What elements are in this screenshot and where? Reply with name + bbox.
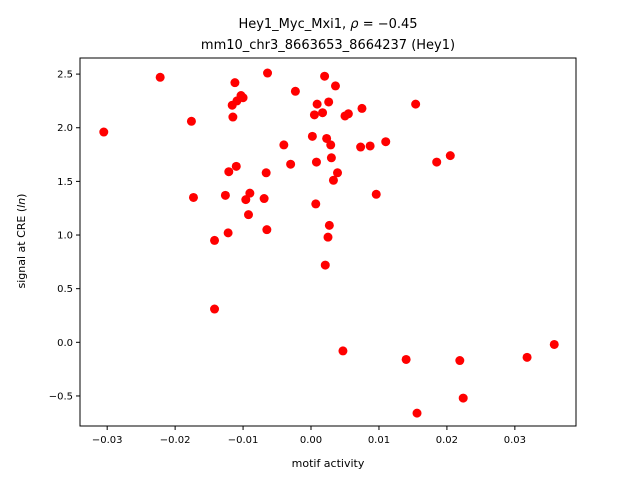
y-tick-label-4: 1.5 xyxy=(57,177,73,188)
data-point-57 xyxy=(458,393,468,403)
y-tick-label-1: 0.0 xyxy=(57,338,73,349)
data-point-21 xyxy=(262,225,272,235)
data-point-26 xyxy=(307,131,317,141)
data-point-30 xyxy=(312,99,322,109)
data-point-43 xyxy=(338,346,348,356)
data-point-54 xyxy=(432,157,442,167)
data-point-27 xyxy=(309,110,319,120)
data-point-55 xyxy=(445,151,455,161)
data-point-53 xyxy=(412,408,422,418)
data-point-3 xyxy=(188,192,198,202)
data-point-36 xyxy=(324,97,334,107)
data-point-1 xyxy=(155,72,165,82)
data-point-10 xyxy=(228,112,238,122)
y-axis-label: signal at CRE (ln) xyxy=(15,194,28,289)
data-point-6 xyxy=(220,190,230,200)
data-point-52 xyxy=(411,99,421,109)
x-tick-label-3: 0.00 xyxy=(300,435,322,446)
x-tick-label-0: −0.03 xyxy=(92,435,123,446)
data-point-39 xyxy=(326,153,336,163)
x-tick-label-2: −0.01 xyxy=(228,435,259,446)
data-point-56 xyxy=(455,356,465,366)
ylabel-suffix: ) xyxy=(15,194,28,198)
data-point-20 xyxy=(261,168,271,178)
title-rho: ρ xyxy=(350,17,359,32)
data-point-29 xyxy=(311,157,321,167)
data-point-51 xyxy=(401,354,411,364)
y-tick-label-0: −0.5 xyxy=(49,391,73,402)
data-point-46 xyxy=(356,142,366,152)
data-points xyxy=(99,68,559,418)
data-point-8 xyxy=(224,167,234,177)
data-point-38 xyxy=(326,140,336,150)
title-suffix: = −0.45 xyxy=(359,17,418,32)
ylabel-italic: ln xyxy=(15,198,28,208)
data-point-15 xyxy=(238,93,248,103)
x-tick-label-6: 0.03 xyxy=(504,435,526,446)
data-point-25 xyxy=(290,86,300,96)
x-axis-ticks: −0.03 −0.02 −0.01 0.00 0.01 0.02 0.03 xyxy=(92,426,526,446)
data-point-0 xyxy=(99,127,109,137)
x-tick-label-1: −0.02 xyxy=(160,435,191,446)
data-point-32 xyxy=(320,71,330,81)
y-tick-label-6: 2.5 xyxy=(57,70,73,81)
data-point-33 xyxy=(320,260,330,270)
chart-title-line1: Hey1_Myc_Mxi1, ρ = −0.45 xyxy=(238,17,417,32)
x-tick-label-4: 0.01 xyxy=(368,435,390,446)
y-axis-ticks: −0.5 0.0 0.5 1.0 1.5 2.0 2.5 xyxy=(49,70,80,402)
data-point-11 xyxy=(230,78,240,88)
data-point-50 xyxy=(381,137,391,147)
data-point-41 xyxy=(330,81,340,91)
data-point-58 xyxy=(522,352,532,362)
data-point-47 xyxy=(357,103,367,113)
data-point-5 xyxy=(210,304,220,314)
data-point-48 xyxy=(365,141,375,151)
y-tick-label-2: 0.5 xyxy=(57,284,73,295)
data-point-59 xyxy=(549,339,559,349)
x-tick-label-5: 0.02 xyxy=(436,435,458,446)
data-point-35 xyxy=(323,232,333,242)
data-point-40 xyxy=(328,175,338,185)
data-point-4 xyxy=(210,235,220,245)
data-point-37 xyxy=(324,220,334,230)
chart-title-line2: mm10_chr3_8663653_8664237 (Hey1) xyxy=(201,38,455,53)
plot-area xyxy=(80,58,576,426)
data-point-23 xyxy=(279,140,289,150)
data-point-31 xyxy=(318,108,328,118)
axes-background xyxy=(80,58,576,426)
x-axis-label: motif activity xyxy=(292,457,365,470)
data-point-28 xyxy=(311,199,321,209)
ylabel-prefix: signal at CRE ( xyxy=(15,208,28,289)
data-point-16 xyxy=(241,195,251,205)
axes-frame xyxy=(79,57,577,427)
data-point-34 xyxy=(322,133,332,143)
y-tick-label-3: 1.0 xyxy=(57,231,73,242)
data-point-45 xyxy=(343,109,353,119)
data-point-19 xyxy=(259,194,269,204)
title-prefix: Hey1_Myc_Mxi1, xyxy=(238,17,350,32)
data-point-24 xyxy=(286,159,296,169)
data-point-49 xyxy=(371,189,381,199)
data-point-2 xyxy=(186,116,196,126)
data-point-42 xyxy=(333,168,343,178)
data-point-17 xyxy=(244,210,253,220)
y-tick-label-5: 2.0 xyxy=(57,123,73,134)
data-point-22 xyxy=(263,68,273,78)
data-point-18 xyxy=(245,188,255,198)
data-point-7 xyxy=(223,228,233,238)
data-point-12 xyxy=(231,161,241,171)
